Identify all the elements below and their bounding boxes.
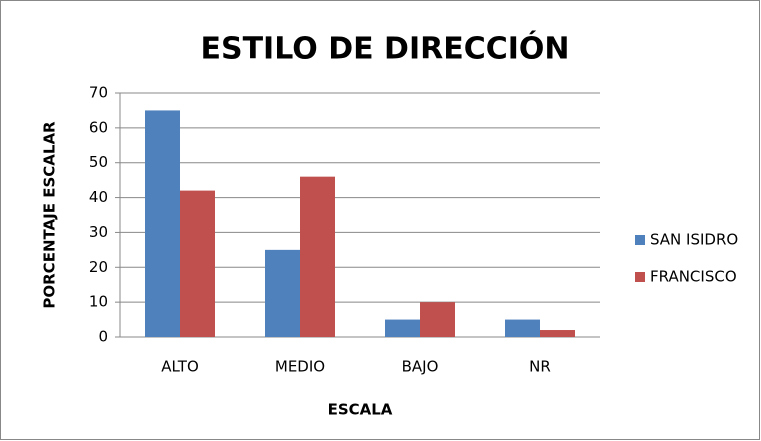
legend-label: FRANCISCO <box>650 268 737 286</box>
y-axis-label: PORCENTAJE ESCALAR <box>41 121 59 309</box>
legend-label: SAN ISIDRO <box>650 231 738 249</box>
y-tick-label: 50 <box>89 153 108 171</box>
bar <box>300 176 335 337</box>
bar <box>420 302 455 337</box>
legend-swatch <box>635 235 645 245</box>
bar <box>505 319 540 337</box>
x-tick-label: MEDIO <box>275 358 325 376</box>
x-tick-label: BAJO <box>402 358 439 376</box>
x-axis-label: ESCALA <box>328 401 393 419</box>
x-tick-label: ALTO <box>161 358 199 376</box>
bar <box>540 330 575 337</box>
bar <box>385 319 420 337</box>
chart-title: ESTILO DE DIRECCIÓN <box>200 30 569 67</box>
x-tick-label: NR <box>529 358 551 376</box>
y-tick-label: 20 <box>89 258 108 276</box>
y-tick-label: 60 <box>89 118 108 136</box>
legend-swatch <box>635 272 645 282</box>
y-tick-label: 70 <box>89 84 108 102</box>
y-tick-label: 0 <box>98 328 108 346</box>
bar <box>180 190 215 337</box>
y-tick-label: 30 <box>89 223 108 241</box>
y-tick-label: 10 <box>89 293 108 311</box>
y-tick-label: 40 <box>89 188 108 206</box>
bar <box>265 249 300 337</box>
bar <box>145 110 180 337</box>
